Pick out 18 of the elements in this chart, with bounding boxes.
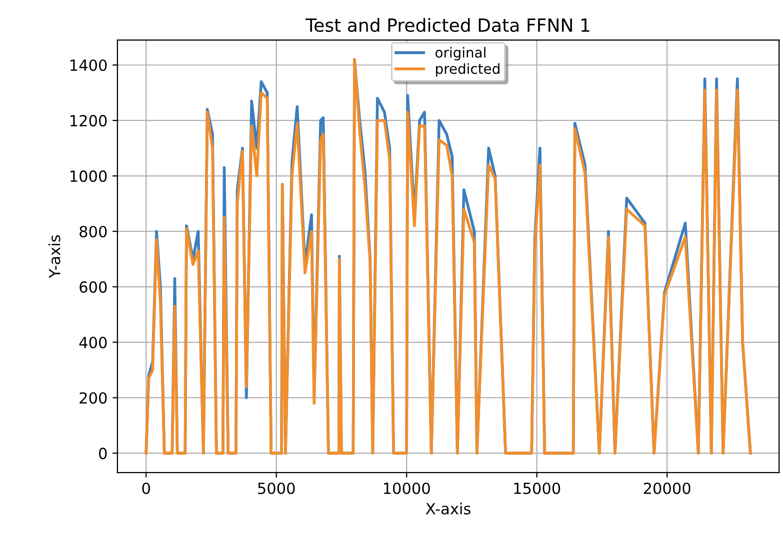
x-axis-title: X-axis (426, 502, 470, 514)
y-tick-label: 400 (79, 336, 107, 348)
y-tick-label: 800 (80, 226, 107, 238)
legend-label: original (436, 46, 486, 60)
chart-title: Test and Predicted Data FFNN 1 (306, 18, 590, 32)
y-tick-label: 200 (80, 392, 107, 404)
y-tick-label: 1000 (70, 170, 107, 182)
y-tick-label: 0 (99, 448, 107, 460)
x-tick-label: 15000 (514, 482, 560, 494)
x-tick-label: 5000 (258, 482, 295, 494)
y-axis-title: Y-axis (48, 235, 60, 278)
y-tick-label: 1400 (70, 59, 107, 72)
y-tick-label: 600 (80, 281, 107, 293)
x-tick-label: 0 (142, 482, 150, 494)
x-tick-label: 20000 (644, 482, 690, 494)
x-tick-label: 10000 (384, 482, 430, 494)
y-tick-label: 1200 (70, 114, 107, 126)
legend-label: predicted (436, 63, 500, 77)
